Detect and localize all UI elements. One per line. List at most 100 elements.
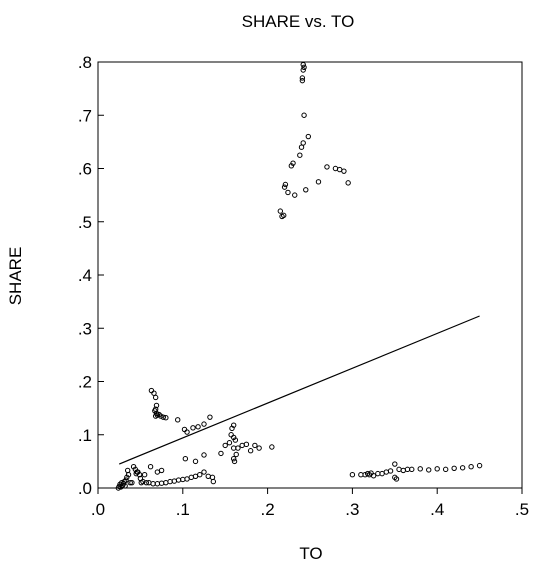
data-point [298,144,305,150]
y-tick-label: .5 [78,213,92,232]
data-point [127,479,133,486]
data-point [195,424,201,430]
y-axis-label: SHARE [6,247,25,306]
data-point [175,417,181,423]
data-point [197,471,203,478]
data-point [140,478,146,485]
data-point [252,442,258,449]
data-point [232,437,239,443]
data-point [190,425,196,431]
data-point [243,441,250,448]
data-point [375,470,381,477]
data-point [277,208,284,214]
x-axis-label: TO [299,544,322,563]
data-point [218,450,224,457]
data-point [124,467,131,474]
chart-title: SHARE vs. TO [242,12,355,31]
data-point [230,445,237,451]
data-point [292,192,298,198]
data-point [468,464,474,470]
x-tick-label: .0 [91,500,105,519]
data-point [387,468,394,474]
data-point [426,467,432,473]
data-point [324,164,330,170]
data-point [129,479,135,486]
y-tick-label: .4 [78,266,92,285]
x-tick-label: .2 [261,500,275,519]
data-point [136,471,143,478]
data-points [115,61,483,491]
data-point [442,466,449,473]
y-tick-label: .6 [78,160,92,179]
data-point [299,75,306,81]
data-point [226,440,233,446]
data-point [192,473,199,479]
data-point [459,465,466,471]
data-point [247,448,254,454]
data-point [451,465,457,471]
data-point [171,478,178,484]
data-point [282,181,289,188]
x-tick-label: .1 [176,500,190,519]
data-point [404,466,411,473]
data-point [158,413,164,419]
data-point [180,476,186,483]
data-point [158,467,165,474]
data-point [184,476,190,482]
y-tick-label: .7 [78,106,92,125]
y-tick-label: .1 [78,426,92,445]
regression-line [118,315,480,465]
data-point [175,477,182,483]
data-point [153,402,160,409]
data-point [396,466,402,473]
data-point [125,471,132,478]
data-point [222,442,228,449]
data-point [230,456,237,462]
data-point [158,480,165,486]
data-point [301,64,307,71]
data-point [184,429,190,435]
data-point [163,479,169,486]
data-point [233,451,239,458]
data-point [182,456,189,462]
data-point [345,180,351,186]
data-point [160,414,166,420]
y-axis: .0 .1 .2 .3 .4 .5 .6 .7 .8 [78,53,104,498]
data-point [231,458,238,465]
data-point [299,77,306,84]
data-point [285,189,291,196]
x-tick-label: .3 [345,500,359,519]
data-point [300,61,306,68]
data-point [201,452,207,458]
x-tick-label: .5 [515,500,529,519]
data-point [305,133,312,140]
data-point [230,422,237,428]
data-point [393,476,400,482]
data-point [281,184,288,190]
data-point [303,187,309,193]
data-point [154,469,161,475]
data-point [370,473,377,479]
data-point [201,421,207,427]
data-point [315,179,322,185]
data-point [300,67,306,73]
data-point [290,160,296,166]
data-point [148,387,155,394]
data-point [336,166,343,173]
x-axis: .0 .1 .2 .3 .4 .5 [91,488,529,519]
y-tick-label: .8 [78,53,92,72]
data-point [434,466,440,472]
data-point [163,415,169,421]
x-tick-label: .4 [430,500,444,519]
data-point [201,469,207,475]
data-point [256,445,262,451]
data-point [143,479,150,486]
data-point [269,444,275,450]
data-point [141,471,148,478]
y-tick-label: .0 [78,479,92,498]
plot-frame [97,61,523,489]
data-point [383,469,390,475]
data-point [239,442,245,449]
data-point [154,481,161,487]
